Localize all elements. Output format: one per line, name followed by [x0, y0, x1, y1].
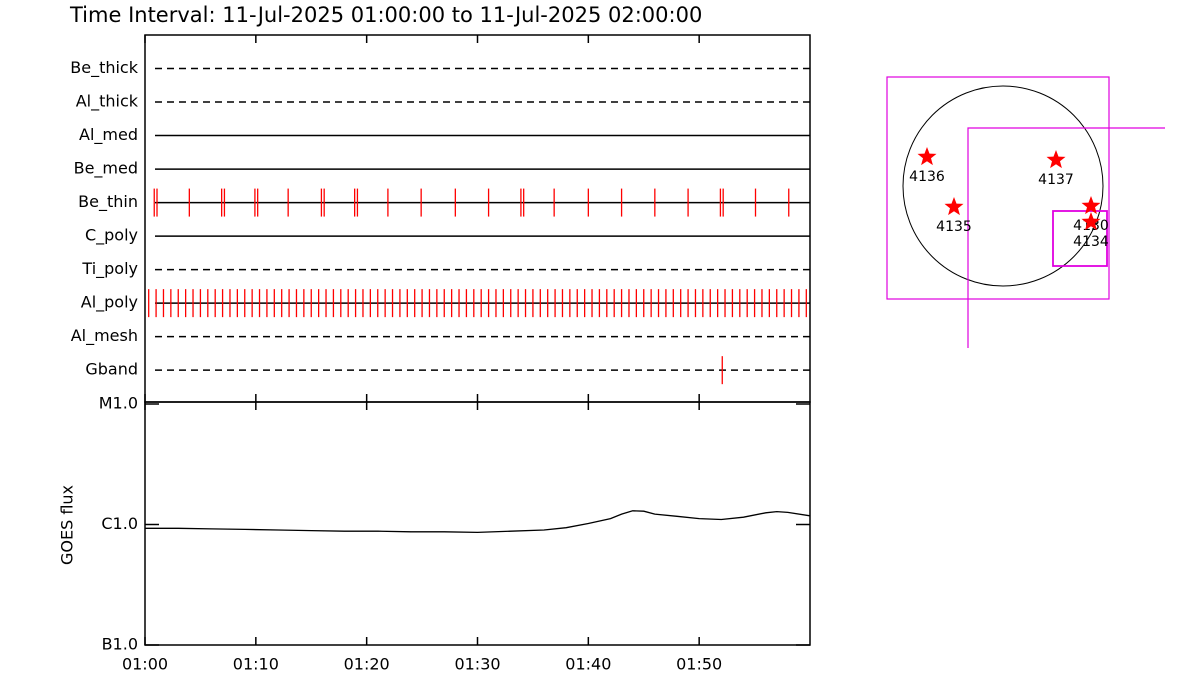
flux-panel-frame — [144, 401, 811, 646]
filter-label: Al_thick — [76, 92, 139, 112]
region-label: 4134 — [1073, 234, 1109, 250]
region-label: 4135 — [936, 219, 972, 235]
xrt-fov — [1052, 210, 1108, 267]
filter-label: Al_med — [79, 125, 138, 145]
filter-label: Be_thin — [78, 192, 138, 212]
x-tick-label: 01:30 — [454, 655, 500, 674]
y-tick-label: C1.0 — [101, 514, 138, 533]
x-tick-label: 01:20 — [344, 655, 390, 674]
region-star — [1081, 212, 1101, 231]
filter-label: Be_thick — [70, 58, 138, 78]
region-label: 4137 — [1038, 172, 1074, 188]
y-axis-label: GOES flux — [58, 485, 77, 565]
filter-label: C_poly — [85, 226, 138, 246]
pointing-box — [967, 127, 1165, 348]
filter-label: Gband — [85, 360, 138, 379]
y-tick-label: B1.0 — [102, 635, 138, 654]
filter-label: Al_mesh — [71, 326, 138, 346]
fov-box — [886, 76, 1110, 300]
region-star — [917, 147, 937, 166]
x-tick-label: 01:40 — [565, 655, 611, 674]
region-star — [944, 197, 964, 216]
filter-label: Al_poly — [81, 293, 138, 313]
filter-label: Ti_poly — [81, 259, 138, 279]
region-label: 4136 — [909, 169, 945, 185]
y-tick-label: M1.0 — [99, 394, 138, 413]
region-star — [1046, 150, 1066, 169]
goes-flux-line — [145, 510, 811, 534]
x-tick-label: 01:00 — [122, 655, 168, 674]
filter-label: Be_med — [74, 159, 138, 179]
x-tick-label: 01:10 — [233, 655, 279, 674]
region-star — [1081, 196, 1101, 215]
title: Time Interval: 11-Jul-2025 01:00:00 to 1… — [69, 3, 702, 27]
event-panel-frame — [144, 34, 811, 403]
solar-disk — [902, 85, 1104, 287]
x-tick-label: 01:50 — [676, 655, 722, 674]
